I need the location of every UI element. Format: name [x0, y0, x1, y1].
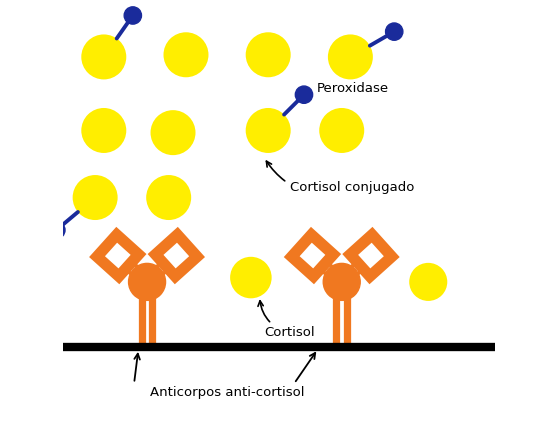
Polygon shape [156, 235, 197, 276]
Text: Cortisol: Cortisol [258, 301, 315, 339]
Polygon shape [97, 235, 138, 276]
Circle shape [73, 175, 118, 220]
Circle shape [246, 32, 291, 77]
Circle shape [128, 263, 166, 300]
Circle shape [295, 86, 312, 103]
Text: Peroxidase: Peroxidase [317, 82, 389, 95]
Circle shape [409, 263, 448, 301]
Circle shape [81, 108, 126, 153]
Circle shape [146, 175, 191, 220]
Polygon shape [292, 235, 333, 276]
Circle shape [328, 34, 373, 79]
Circle shape [319, 108, 364, 153]
Circle shape [323, 263, 360, 300]
Circle shape [230, 257, 272, 298]
Circle shape [163, 32, 209, 77]
Circle shape [386, 23, 403, 40]
Circle shape [151, 110, 195, 155]
Text: Cortisol conjugado: Cortisol conjugado [266, 161, 414, 194]
Circle shape [81, 34, 126, 79]
Circle shape [246, 108, 291, 153]
Circle shape [48, 221, 65, 239]
Polygon shape [350, 235, 392, 276]
Text: Anticorpos anti-cortisol: Anticorpos anti-cortisol [150, 386, 304, 399]
Circle shape [124, 7, 142, 24]
